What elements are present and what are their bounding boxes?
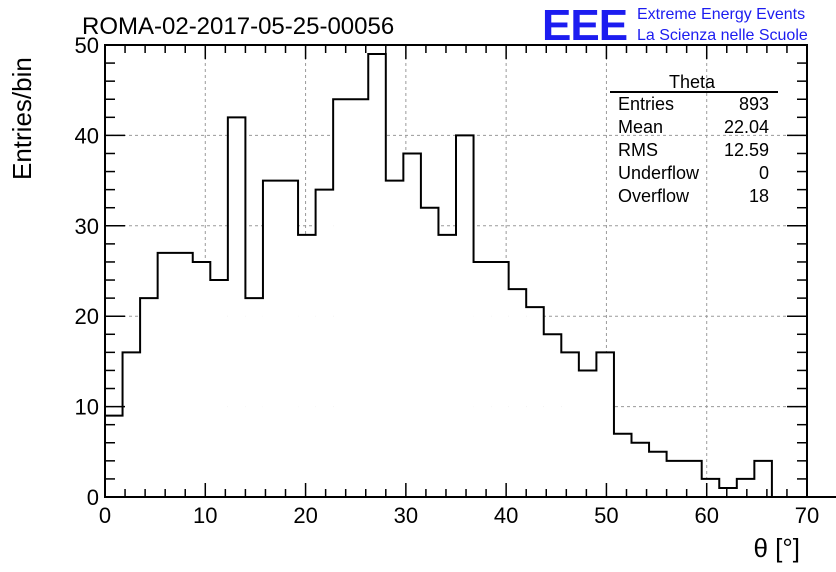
histogram-bin	[140, 298, 158, 497]
axis-ticks	[104, 44, 808, 498]
histogram-bin	[613, 433, 632, 497]
histogram-bin	[578, 370, 597, 497]
histogram-bin	[456, 135, 474, 497]
y-tick-label: 30	[75, 214, 99, 239]
y-tick-label: 50	[75, 33, 99, 58]
histogram-bin	[157, 252, 176, 497]
histogram-bin	[298, 234, 316, 497]
chart-title: ROMA-02-2017-05-25-00056	[82, 13, 394, 40]
histogram-bin	[262, 180, 281, 497]
histogram-bin	[122, 352, 141, 497]
histogram-bin	[175, 252, 193, 497]
histogram-bin	[543, 334, 562, 497]
histogram-bin	[350, 99, 369, 498]
x-tick-label: 30	[394, 503, 418, 528]
y-tick-label: 10	[75, 395, 99, 420]
histogram-bin	[403, 153, 421, 498]
histogram-bin	[368, 54, 386, 497]
eee-logo-line1: Extreme Energy Events	[637, 6, 805, 23]
histogram-bin	[649, 451, 667, 497]
histogram-bars	[105, 53, 836, 498]
histogram-bin	[227, 117, 246, 497]
stats-entries-label: Entries	[618, 94, 674, 114]
x-tick-label: 20	[293, 503, 317, 528]
histogram-bin	[631, 442, 650, 497]
histogram-bin	[701, 478, 720, 497]
histogram-bin	[736, 478, 755, 497]
histogram-bin	[596, 352, 614, 497]
stats-underflow-value: 0	[759, 163, 769, 183]
stats-rms-label: RMS	[618, 140, 658, 160]
y-tick-label: 0	[87, 485, 99, 510]
x-tick-label: 70	[795, 503, 819, 528]
stats-rms-value: 12.59	[724, 140, 769, 160]
eee-logo-line2: La Scienza nelle Scuole	[637, 27, 808, 44]
histogram-bin	[210, 280, 228, 497]
y-tick-label: 20	[75, 304, 99, 329]
stats-title: Theta	[669, 72, 716, 92]
histogram-bin	[508, 289, 527, 497]
histogram-bin	[491, 261, 509, 497]
tick-labels: 0 10 20 30 40 50 60 70 0 10 20 30 40 50	[75, 33, 820, 528]
stats-mean-value: 22.04	[724, 117, 769, 137]
stats-box: Theta Entries 893 Mean 22.04 RMS 12.59 U…	[610, 72, 778, 206]
histogram-bin	[438, 234, 456, 497]
histogram-bin	[245, 298, 263, 497]
stats-overflow-label: Overflow	[618, 186, 690, 206]
histogram-bin	[315, 189, 334, 497]
stats-overflow-value: 18	[749, 186, 769, 206]
histogram-bin	[684, 460, 702, 497]
stats-entries-value: 893	[739, 94, 769, 114]
eee-logo: EEE	[542, 1, 627, 50]
x-tick-label: 60	[694, 503, 718, 528]
histogram-bin	[385, 180, 404, 497]
x-tick-label: 10	[193, 503, 217, 528]
x-axis-label: θ [°]	[753, 533, 800, 563]
histogram-bin	[719, 487, 737, 497]
histogram-bin	[333, 99, 351, 498]
histogram-bin	[192, 261, 211, 497]
stats-mean-label: Mean	[618, 117, 663, 137]
y-tick-label: 40	[75, 123, 99, 148]
histogram-bin	[754, 460, 772, 497]
histogram-bin	[105, 415, 123, 497]
histogram-bin	[420, 207, 439, 497]
histogram-bin	[280, 180, 299, 497]
plot-frame	[104, 44, 808, 498]
y-axis-label: Entries/bin	[7, 57, 37, 180]
x-tick-label: 0	[99, 503, 111, 528]
histogram-bin	[561, 352, 579, 497]
x-tick-label: 50	[594, 503, 618, 528]
histogram-bin	[666, 460, 685, 497]
x-tick-label: 40	[494, 503, 518, 528]
stats-underflow-label: Underflow	[618, 163, 700, 183]
histogram-bin	[526, 307, 544, 497]
histogram-bin	[473, 261, 492, 497]
